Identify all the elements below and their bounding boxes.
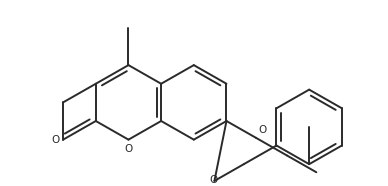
Text: O: O: [51, 135, 59, 145]
Text: O: O: [209, 175, 218, 185]
Text: O: O: [124, 144, 133, 154]
Text: O: O: [258, 125, 266, 135]
